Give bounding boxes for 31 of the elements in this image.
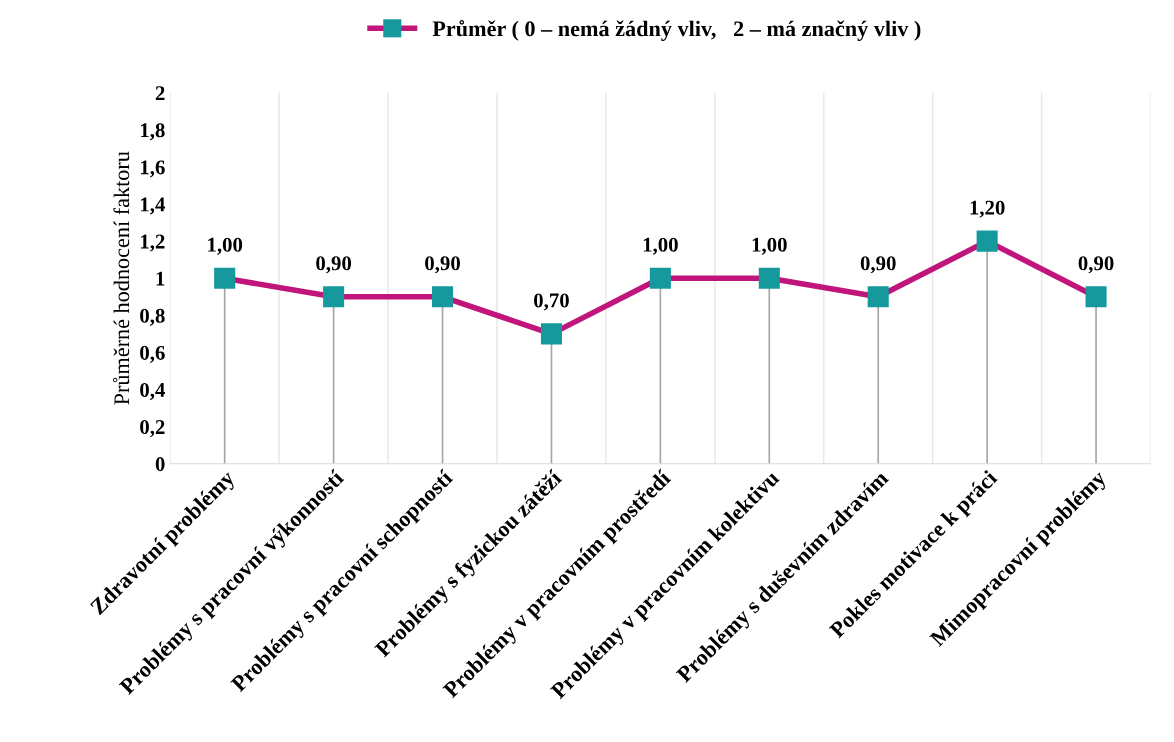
y-tick-label: 1,8	[141, 123, 165, 141]
data-label: 0,90	[425, 256, 460, 274]
y-tick-label: 1,6	[141, 160, 165, 178]
y-tick-label: 0,2	[140, 420, 165, 438]
data-label: 0,90	[1078, 256, 1114, 274]
data-label: 1,00	[208, 237, 243, 255]
point	[214, 267, 236, 289]
point	[323, 286, 345, 308]
point	[540, 323, 562, 345]
point	[432, 286, 454, 308]
data-label: 1,00	[643, 237, 678, 255]
point	[1085, 286, 1107, 308]
data-label: 0,90	[316, 256, 352, 274]
data-label: 0,70	[534, 293, 569, 311]
data-label: 1,00	[752, 237, 787, 255]
y-tick-label: 2	[155, 86, 165, 100]
point	[649, 267, 671, 289]
y-axis-title: Průměrné hodnocení faktoru	[112, 151, 130, 405]
data-label: 1,20	[970, 200, 1005, 218]
legend-label: Průměr ( 0 – nemá žádný vliv, 2 – má značný vliv )	[432, 20, 921, 41]
y-tick-label: 1	[156, 271, 165, 286]
y-tick-label: 0,4	[140, 382, 165, 400]
point	[758, 267, 780, 289]
y-tick-label: 1,2	[141, 234, 165, 252]
point	[867, 286, 889, 308]
data-label: 0,90	[860, 256, 896, 274]
point	[976, 230, 998, 252]
y-tick-label: 0,8	[140, 308, 165, 326]
y-tick-label: 0,6	[140, 345, 165, 363]
y-tick-label: 1,4	[141, 197, 165, 215]
y-tick-label: 0	[155, 457, 165, 472]
